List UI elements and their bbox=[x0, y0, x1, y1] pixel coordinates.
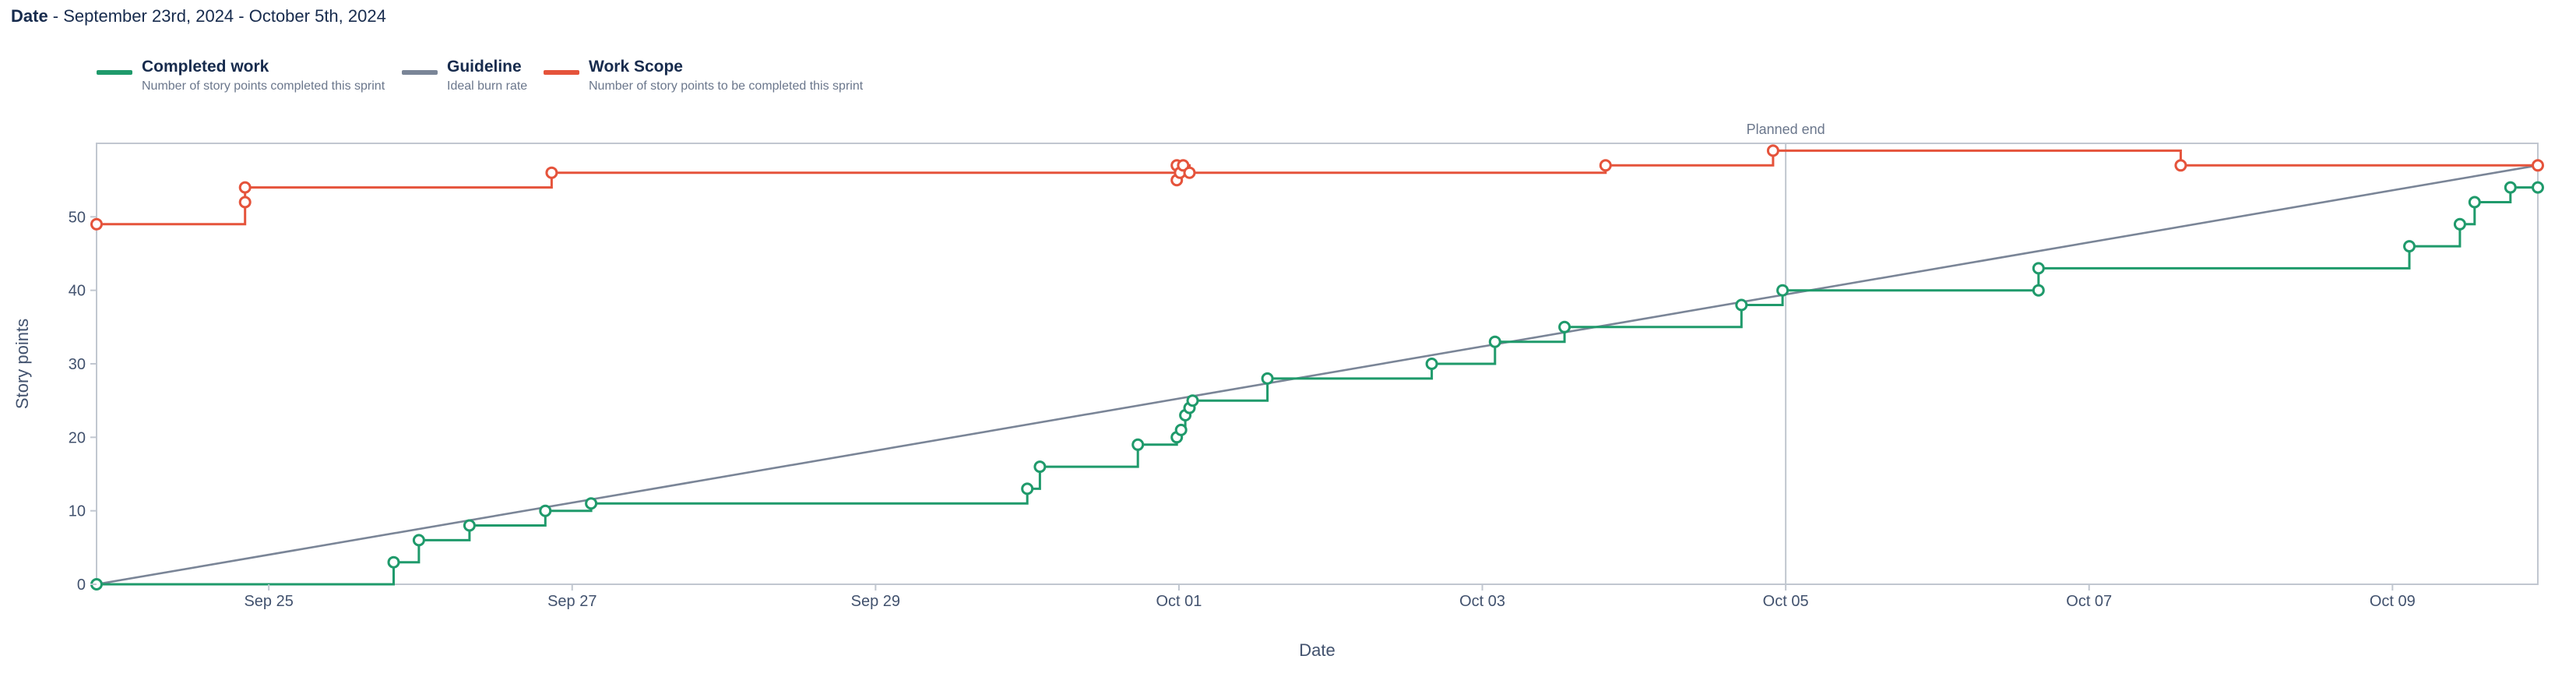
completed-work-point bbox=[1735, 298, 1748, 312]
completed-work-point bbox=[2504, 181, 2517, 194]
completed-work-point bbox=[387, 555, 400, 569]
y-tick-label: 0 bbox=[77, 576, 86, 594]
planned-end-marker: Planned end bbox=[1747, 122, 1825, 584]
y-tick-label: 10 bbox=[69, 503, 86, 520]
x-tick-label: Oct 05 bbox=[1763, 593, 1809, 610]
legend-desc-work-scope: Number of story points to be completed t… bbox=[589, 79, 864, 93]
x-tick-label: Sep 29 bbox=[851, 593, 900, 610]
work-scope-point bbox=[1766, 144, 1779, 157]
work-scope-point bbox=[545, 166, 558, 179]
y-tick-label: 20 bbox=[69, 429, 86, 446]
completed-work-point bbox=[1021, 482, 1034, 495]
completed-work-point bbox=[585, 497, 598, 510]
work-scope-point bbox=[90, 217, 103, 231]
completed-work-point bbox=[2032, 284, 2045, 297]
sprint-date-range: Date - September 23rd, 2024 - October 5t… bbox=[11, 6, 386, 26]
y-tick-label: 50 bbox=[69, 209, 86, 226]
plot-frame bbox=[96, 143, 2539, 585]
planned-end-label: Planned end bbox=[1747, 122, 1825, 137]
work-scope-point bbox=[238, 196, 252, 209]
series-work-scope bbox=[90, 144, 2544, 231]
completed-work-line bbox=[97, 186, 2538, 586]
work-scope-point bbox=[238, 181, 252, 194]
completed-work-point bbox=[2453, 217, 2466, 231]
series-completed-work bbox=[90, 181, 2544, 591]
x-tick-label: Oct 09 bbox=[2370, 593, 2416, 610]
completed-work-point bbox=[1174, 423, 1188, 436]
work-scope-point bbox=[1183, 166, 1196, 179]
plot-area bbox=[96, 143, 2539, 585]
x-tick-label: Sep 27 bbox=[547, 593, 596, 610]
completed-work-point bbox=[2403, 240, 2416, 253]
x-tick-label: Sep 25 bbox=[244, 593, 293, 610]
completed-work-point bbox=[539, 504, 552, 517]
y-tick-label: 40 bbox=[69, 283, 86, 300]
axes: 0 10 20 30 40 50 Sep 25 Sep 27 Sep 29 Oct 01 Oct 0… bbox=[12, 209, 2416, 660]
legend-title-guideline: Guideline bbox=[447, 58, 522, 76]
legend-swatch-work-scope bbox=[544, 70, 579, 75]
completed-work-point bbox=[1033, 460, 1047, 474]
x-tick-label: Oct 01 bbox=[1156, 593, 1202, 610]
y-tick-label: 30 bbox=[69, 356, 86, 373]
work-scope-point bbox=[2174, 159, 2187, 172]
completed-work-point bbox=[2468, 196, 2481, 209]
completed-work-point bbox=[463, 519, 476, 532]
completed-work-point bbox=[1776, 284, 1789, 297]
y-axis-title: Story points bbox=[12, 319, 32, 409]
completed-work-point bbox=[1131, 438, 1145, 451]
completed-work-point bbox=[412, 534, 425, 547]
completed-work-point bbox=[2032, 262, 2045, 275]
guideline-line bbox=[96, 164, 2539, 586]
completed-work-point bbox=[1186, 394, 1199, 407]
completed-work-point bbox=[1261, 372, 1274, 385]
date-label: Date bbox=[11, 6, 48, 26]
work-scope-point bbox=[2532, 159, 2544, 172]
x-tick-label: Oct 03 bbox=[1459, 593, 1505, 610]
date-range-value: - September 23rd, 2024 - October 5th, 20… bbox=[48, 6, 386, 26]
legend-swatch-completed-work bbox=[97, 70, 132, 75]
x-tick-label: Oct 07 bbox=[2066, 593, 2112, 610]
series-guideline bbox=[96, 164, 2539, 586]
legend-title-completed-work: Completed work bbox=[142, 58, 269, 76]
legend-desc-guideline: Ideal burn rate bbox=[447, 79, 528, 93]
legend-desc-completed-work: Number of story points completed this sp… bbox=[142, 79, 385, 93]
work-scope-line bbox=[97, 149, 2538, 226]
completed-work-point bbox=[2532, 181, 2544, 194]
completed-work-point bbox=[1488, 335, 1501, 348]
legend-title-work-scope: Work Scope bbox=[589, 58, 683, 76]
x-axis-title: Date bbox=[1299, 640, 1335, 660]
series-layer bbox=[90, 144, 2544, 591]
legend-swatch-guideline bbox=[402, 70, 438, 75]
work-scope-point bbox=[1599, 159, 1612, 172]
completed-work-point bbox=[1425, 358, 1438, 370]
completed-work-point bbox=[1558, 320, 1571, 333]
